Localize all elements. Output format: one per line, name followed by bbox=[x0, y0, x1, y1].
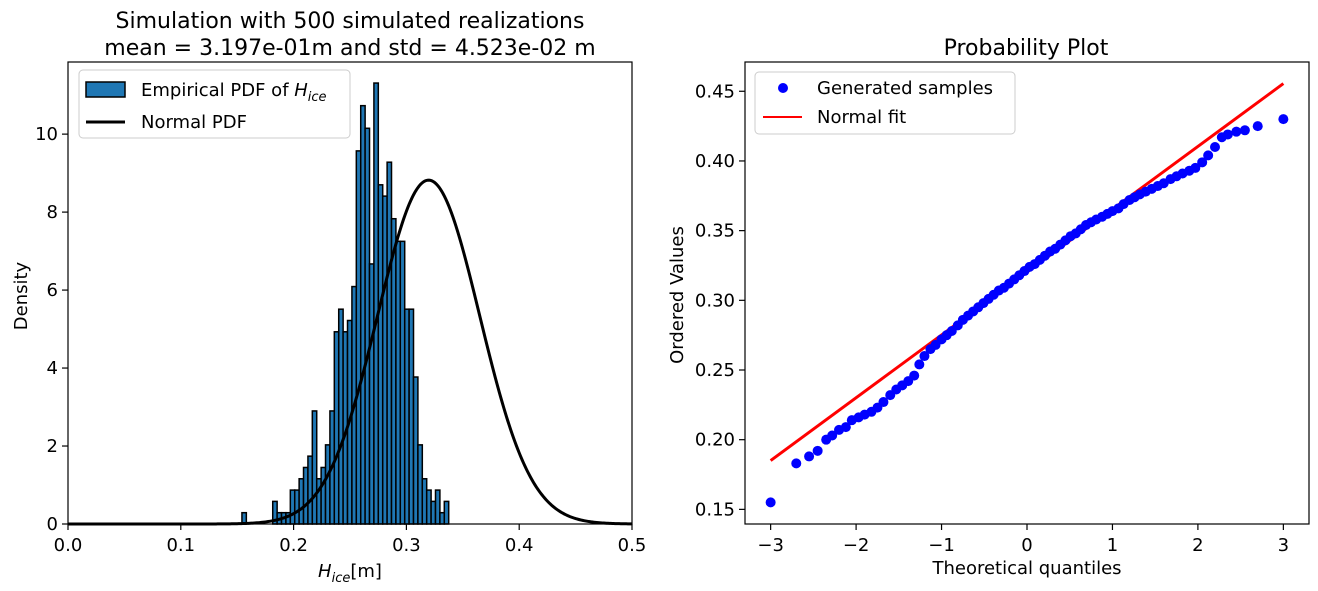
hist-y-tick-label: 2 bbox=[47, 436, 58, 457]
hist-x-axis-label: Hice[m] bbox=[318, 561, 382, 586]
hist-y-tick-label: 10 bbox=[35, 124, 58, 145]
sample-point bbox=[812, 445, 823, 456]
pp-x-tick-label: −3 bbox=[757, 535, 784, 556]
pp-y-tick-label: 0.20 bbox=[695, 430, 735, 451]
hist-title-line-2: mean = 3.197e-01m and std = 4.523e-02 m bbox=[104, 36, 595, 61]
sample-point bbox=[827, 430, 838, 441]
sample-point bbox=[1278, 114, 1289, 125]
hist-x-tick-label: 0.2 bbox=[279, 535, 308, 556]
hist-x-tick-label: 0.4 bbox=[505, 535, 534, 556]
legend-label-generated-samples: Generated samples bbox=[817, 78, 993, 99]
hist-y-tick-label: 8 bbox=[47, 202, 58, 223]
pp-y-axis: 0.15 0.20 0.25 0.30 0.35 0.40 0.45 bbox=[695, 81, 745, 520]
hist-x-tick-label: 0.5 bbox=[618, 535, 647, 556]
hist-xlabel-sub: ice bbox=[332, 571, 351, 586]
hist-y-tick-label: 6 bbox=[47, 280, 58, 301]
pp-y-tick-label: 0.40 bbox=[695, 151, 735, 172]
hist-bars bbox=[241, 82, 450, 525]
pp-y-tick-label: 0.35 bbox=[695, 221, 735, 242]
legend-swatch-empirical-pdf bbox=[85, 81, 126, 98]
pp-x-tick-label: 3 bbox=[1278, 535, 1289, 556]
pp-x-tick-label: 1 bbox=[1107, 535, 1118, 556]
sample-point bbox=[919, 351, 930, 362]
sample-points bbox=[765, 114, 1289, 508]
hist-y-axis: 0 2 4 6 8 10 bbox=[35, 124, 68, 535]
sample-point bbox=[878, 397, 889, 408]
hist-x-axis: 0.0 0.1 0.2 0.3 0.4 0.5 bbox=[54, 524, 647, 556]
hist-legend: Empirical PDF of Hice Normal PDF bbox=[78, 69, 351, 139]
legend-label-normal-fit: Normal fit bbox=[817, 107, 906, 128]
sample-point bbox=[1210, 142, 1220, 153]
pp-legend: Generated samples Normal fit bbox=[754, 71, 1016, 135]
sample-point bbox=[1252, 121, 1263, 132]
sample-point bbox=[1231, 126, 1242, 137]
sample-point bbox=[791, 458, 802, 469]
sample-point bbox=[1197, 157, 1208, 168]
legend-marker-generated-samples bbox=[778, 83, 788, 93]
pp-x-tick-label: −1 bbox=[928, 535, 955, 556]
pp-legend-box bbox=[754, 71, 1016, 135]
hist-bar bbox=[443, 500, 450, 525]
pp-x-tick-label: −2 bbox=[843, 535, 870, 556]
hist-y-tick-label: 4 bbox=[47, 358, 58, 379]
pp-x-tick-label: 0 bbox=[1021, 535, 1032, 556]
pp-y-tick-label: 0.30 bbox=[695, 290, 735, 311]
sample-point bbox=[909, 370, 920, 381]
pp-y-tick-label: 0.15 bbox=[695, 499, 735, 520]
pp-y-tick-label: 0.45 bbox=[695, 81, 735, 102]
sample-point bbox=[765, 497, 776, 508]
hist-xlabel-unit: [m] bbox=[350, 561, 382, 582]
sample-point bbox=[914, 359, 925, 370]
hist-xlabel-var: H bbox=[318, 561, 332, 582]
hist-y-tick-label: 0 bbox=[47, 514, 58, 535]
pp-title: Probability Plot bbox=[944, 36, 1109, 61]
sample-point bbox=[804, 451, 815, 462]
hist-x-tick-label: 0.0 bbox=[54, 535, 83, 556]
legend-label-empirical-pdf: Empirical PDF of Hice bbox=[141, 80, 327, 105]
hist-legend-box bbox=[78, 69, 351, 139]
hist-y-axis-label: Density bbox=[11, 261, 32, 330]
pp-x-axis: −3 −2 −1 0 1 2 3 bbox=[757, 524, 1289, 556]
hist-x-tick-label: 0.3 bbox=[392, 535, 421, 556]
sample-point bbox=[1239, 125, 1250, 136]
pp-x-tick-label: 2 bbox=[1192, 535, 1203, 556]
histogram-panel: Simulation with 500 simulated realizatio… bbox=[11, 9, 646, 586]
sample-point bbox=[840, 422, 851, 433]
hist-title-line-1: Simulation with 500 simulated realizatio… bbox=[116, 9, 585, 34]
hist-x-tick-label: 0.1 bbox=[166, 535, 195, 556]
hist-plot-frame bbox=[67, 61, 633, 525]
sample-point bbox=[1190, 162, 1201, 173]
pp-y-tick-label: 0.25 bbox=[695, 360, 735, 381]
probability-plot-panel: Probability Plot −3 −2 −1 0 1 2 3 0.15 0.20 0.25… bbox=[667, 36, 1310, 579]
sample-point bbox=[1203, 150, 1214, 161]
pp-x-axis-label: Theoretical quantiles bbox=[931, 558, 1121, 579]
legend-label-normal-pdf: Normal PDF bbox=[141, 112, 247, 133]
pp-y-axis-label: Ordered Values bbox=[667, 226, 688, 364]
sample-point bbox=[1222, 129, 1233, 140]
